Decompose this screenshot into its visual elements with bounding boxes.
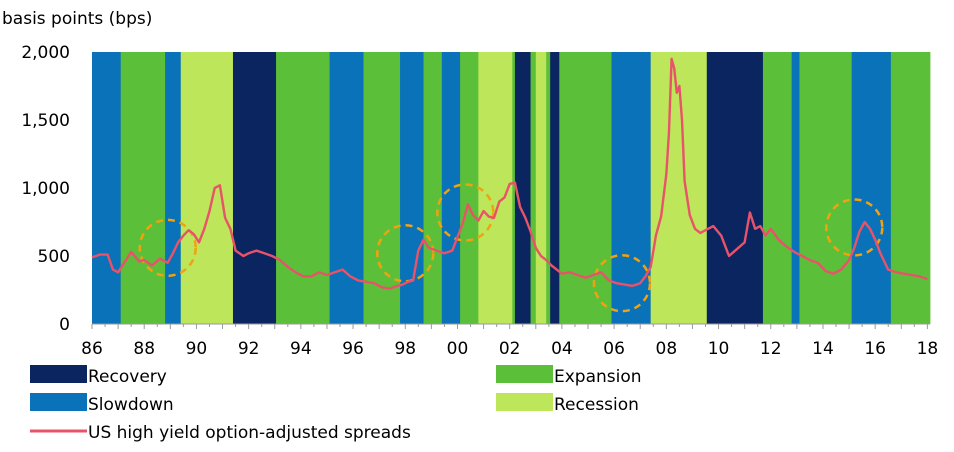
phase-band-recovery bbox=[514, 52, 531, 324]
phase-band-recovery bbox=[550, 52, 560, 324]
x-tick-label: 92 bbox=[238, 339, 260, 359]
phase-band-slowdown bbox=[329, 52, 364, 324]
highlight-circles bbox=[138, 183, 884, 313]
phase-band-expansion bbox=[890, 52, 931, 324]
phase-band-expansion bbox=[530, 52, 537, 324]
x-tick-label: 88 bbox=[133, 339, 155, 359]
phase-band-expansion bbox=[762, 52, 793, 324]
y-tick-label: 1,000 bbox=[21, 179, 70, 199]
phase-band-slowdown bbox=[851, 52, 892, 324]
y-tick-label: 0 bbox=[59, 315, 70, 335]
highlight-circle bbox=[376, 224, 435, 283]
phase-band-expansion bbox=[276, 52, 330, 324]
x-tick-label: 04 bbox=[551, 339, 573, 359]
legend-swatch bbox=[496, 393, 553, 411]
phase-band-expansion bbox=[460, 52, 479, 324]
x-tick-label: 10 bbox=[708, 339, 730, 359]
y-tick-label: 2,000 bbox=[21, 43, 70, 63]
spread-series bbox=[91, 57, 928, 290]
phase-band-recession bbox=[535, 52, 547, 324]
spread-line bbox=[91, 57, 928, 290]
legend: Recovery Expansion Slowdown Recession US hig… bbox=[30, 365, 642, 443]
phase-band-slowdown bbox=[441, 52, 461, 324]
x-tick-label: 08 bbox=[656, 339, 678, 359]
legend-label: Recovery bbox=[88, 367, 167, 387]
phase-band-expansion bbox=[363, 52, 401, 324]
highlight-circle bbox=[592, 253, 652, 313]
y-tick-label: 1,500 bbox=[21, 111, 70, 131]
legend-swatch bbox=[30, 393, 87, 411]
axes: 86 88 90 92 94 96 98 00 02 04 06 08 10 12 14 16 18 0 500 1,… bbox=[21, 43, 938, 359]
x-tick-label: 14 bbox=[812, 339, 834, 359]
x-tick-label: 12 bbox=[760, 339, 782, 359]
y-tick-label: 500 bbox=[38, 247, 70, 267]
phase-band-expansion bbox=[120, 52, 166, 324]
legend-label: US high yield option-adjusted spreads bbox=[88, 423, 411, 443]
legend-label: Slowdown bbox=[88, 395, 174, 415]
x-tick-label: 02 bbox=[499, 339, 521, 359]
x-tick-label: 18 bbox=[917, 339, 939, 359]
y-axis-title: basis points (bps) bbox=[2, 9, 152, 29]
highlight-circle bbox=[436, 183, 495, 242]
x-tick-label: 98 bbox=[394, 339, 416, 359]
x-tick-label: 94 bbox=[290, 339, 312, 359]
phase-band-slowdown bbox=[92, 52, 122, 324]
legend-label: Recession bbox=[554, 395, 639, 415]
phase-band-recession bbox=[650, 52, 708, 324]
phase-band-recovery bbox=[232, 52, 277, 324]
legend-swatch bbox=[30, 365, 87, 383]
legend-swatch bbox=[496, 365, 553, 383]
phase-band-recession bbox=[180, 52, 234, 324]
x-tick-label: 96 bbox=[342, 339, 364, 359]
legend-label: Expansion bbox=[554, 367, 642, 387]
highlight-circle bbox=[138, 218, 197, 278]
phase-bands bbox=[92, 52, 931, 324]
phase-band-slowdown bbox=[165, 52, 182, 324]
phase-band-slowdown bbox=[791, 52, 800, 324]
phase-band-expansion bbox=[512, 52, 516, 324]
phase-band-expansion bbox=[799, 52, 853, 324]
x-tick-label: 86 bbox=[81, 339, 103, 359]
x-tick-label: 90 bbox=[186, 339, 208, 359]
highlight-circle bbox=[825, 198, 884, 257]
phase-band-expansion bbox=[559, 52, 612, 324]
phase-band-recovery bbox=[706, 52, 764, 324]
x-tick-label: 06 bbox=[603, 339, 625, 359]
x-tick-label: 16 bbox=[864, 339, 886, 359]
phase-band-expansion bbox=[423, 52, 443, 324]
x-tick-label: 00 bbox=[447, 339, 469, 359]
phase-band-expansion bbox=[546, 52, 551, 324]
